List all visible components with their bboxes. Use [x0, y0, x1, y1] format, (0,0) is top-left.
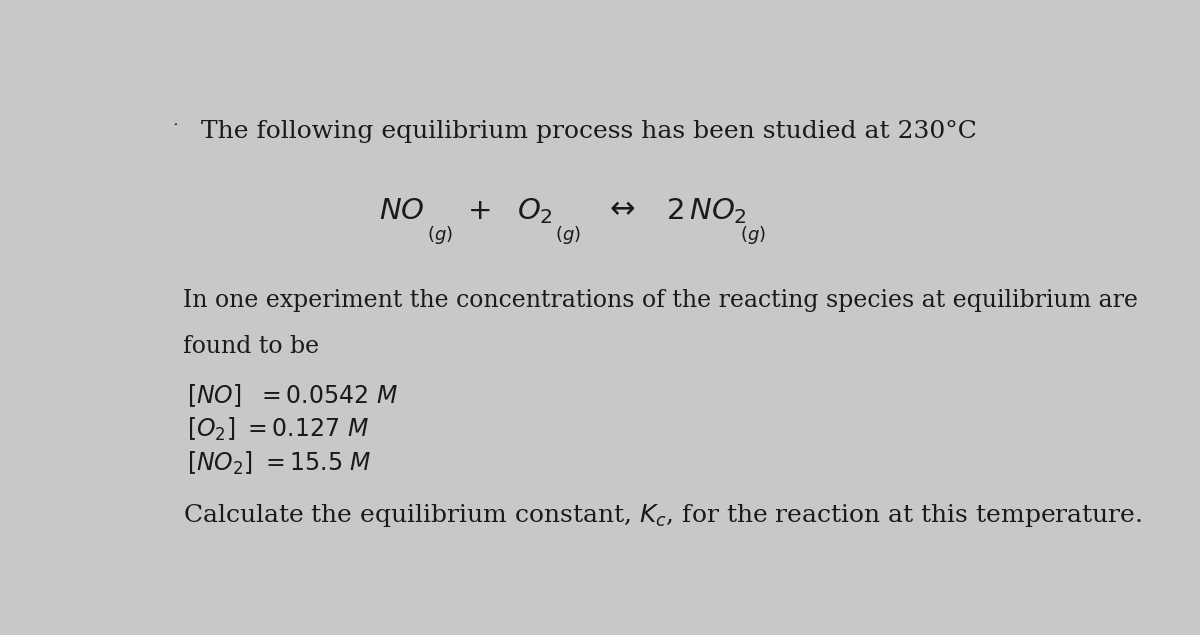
Text: Calculate the equilibrium constant, $K_c$, for the reaction at this temperature.: Calculate the equilibrium constant, $K_c… [182, 502, 1142, 528]
Text: $\leftrightarrow$: $\leftrightarrow$ [604, 192, 636, 223]
Text: $+$: $+$ [467, 197, 490, 225]
Text: $(g)$: $(g)$ [739, 224, 766, 246]
Text: In one experiment the concentrations of the reacting species at equilibrium are: In one experiment the concentrations of … [182, 289, 1138, 312]
Text: $2\,NO_2$: $2\,NO_2$ [666, 196, 746, 225]
Text: $NO$: $NO$ [379, 197, 425, 225]
Text: $[O_2]\ = 0.127\ M$: $[O_2]\ = 0.127\ M$ [187, 416, 370, 443]
Text: $O_2$: $O_2$ [517, 196, 553, 225]
Text: $[NO]$  $= 0.0542\ M$: $[NO]$ $= 0.0542\ M$ [187, 382, 398, 408]
Text: $(g)$: $(g)$ [554, 224, 581, 246]
Text: $(g)$: $(g)$ [427, 224, 454, 246]
Text: The following equilibrium process has been studied at 230°C: The following equilibrium process has be… [202, 120, 977, 144]
Text: $[NO_2]\ = 15.5\ M$: $[NO_2]\ = 15.5\ M$ [187, 450, 372, 478]
Text: ˙: ˙ [170, 123, 180, 142]
Text: found to be: found to be [182, 335, 319, 358]
